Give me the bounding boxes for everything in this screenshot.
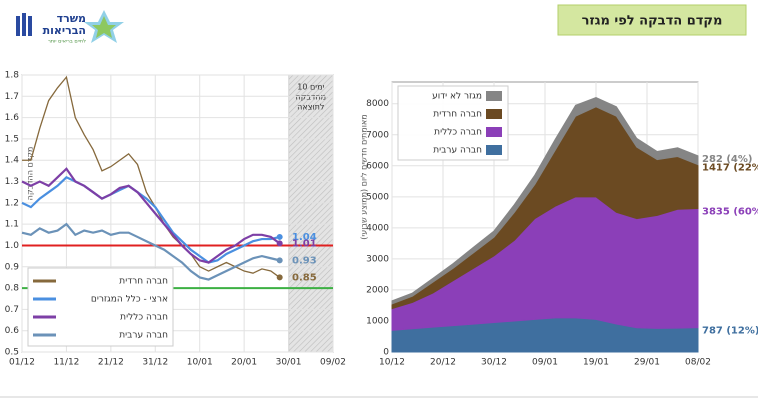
x-tick-label: 20/12 — [430, 358, 456, 368]
y-tick-label: 0.5 — [5, 348, 19, 358]
legend-label: חברה כללית — [120, 313, 168, 323]
x-tick-label: 29/01 — [634, 358, 660, 368]
end-point — [276, 257, 283, 264]
y-tick-label: 1.7 — [5, 92, 19, 102]
end-point — [276, 240, 283, 247]
y-tick-label: 7000 — [366, 130, 389, 140]
stacked-area — [391, 96, 699, 305]
data-label: 1417 (22%) — [702, 163, 758, 174]
legend-label: חברה כללית — [434, 128, 482, 138]
title-box — [557, 4, 747, 36]
y-tick-label: 4000 — [366, 223, 389, 233]
logo-tagline: לחיים בריאים יותר — [48, 39, 86, 45]
legend-swatch — [486, 145, 502, 155]
y-tick-label: 1.5 — [5, 134, 19, 144]
y-tick-label: 1.2 — [5, 198, 19, 208]
end-point — [276, 233, 283, 240]
y-tick-label: 5000 — [366, 192, 389, 202]
y-axis-label: מאומתים חדשים ליום (ממוצע שבועי) — [360, 114, 369, 239]
legend-label: ארצי - כלל המגזרים — [91, 295, 168, 305]
annotation: מהדבקה — [296, 93, 327, 102]
y-tick-label: 0.9 — [5, 262, 20, 272]
x-tick-label: 10/12 — [379, 358, 405, 368]
data-label: 0.93 — [292, 255, 317, 266]
end-point — [276, 274, 283, 281]
logo-bar — [16, 16, 20, 36]
x-tick-label: 30/01 — [276, 358, 302, 368]
y-tick-label: 2000 — [366, 285, 389, 295]
legend-swatch — [486, 109, 502, 119]
x-tick-label: 21/12 — [98, 358, 124, 368]
data-label: 787 (12%) — [702, 326, 758, 337]
y-tick-label: 1.3 — [5, 177, 19, 187]
shaded-range — [288, 74, 334, 353]
y-tick-label: 0.7 — [5, 305, 19, 315]
data-label: 0.85 — [292, 272, 317, 283]
legend-label: חברה ערבית — [119, 331, 168, 341]
logo-bar — [28, 16, 32, 36]
x-tick-label: 30/12 — [481, 358, 507, 368]
x-tick-label: 09/02 — [320, 358, 346, 368]
x-tick-label: 01/12 — [9, 358, 35, 368]
series-line — [21, 222, 280, 281]
x-tick-label: 20/01 — [231, 358, 257, 368]
data-label: 3835 (60%) — [702, 207, 758, 218]
data-label: 1.01 — [292, 238, 317, 249]
data-label: 1.04 — [292, 232, 317, 243]
annotation: 10 ימים — [297, 83, 324, 92]
y-axis-label: מקדם ההדבקה — [26, 147, 35, 201]
logo: משרד הבריאות לחיים בריאים יותר — [16, 10, 124, 45]
legend-label: חברה חרדית — [119, 277, 168, 287]
y-tick-label: 8000 — [366, 99, 389, 109]
x-tick-label: 10/01 — [187, 358, 213, 368]
legend-swatch — [486, 127, 502, 137]
data-label: 282 (4%) — [702, 154, 752, 165]
logo-bar — [22, 13, 26, 36]
series-line — [21, 175, 280, 264]
logo-text: משרד — [57, 12, 86, 25]
legend-label: חברה חרדית — [433, 110, 482, 120]
y-tick-label: 1.0 — [5, 241, 20, 251]
x-tick-label: 31/12 — [142, 358, 168, 368]
legend-label: חברה ערבית — [433, 146, 482, 156]
y-tick-label: 0.8 — [5, 284, 20, 294]
y-tick-label: 6000 — [366, 161, 389, 171]
series-line — [22, 75, 281, 278]
y-tick-label: 0.6 — [5, 326, 20, 336]
x-tick-label: 08/02 — [685, 358, 711, 368]
logo-star — [92, 16, 116, 38]
series-line — [21, 167, 281, 264]
logo-text: הבריאות — [43, 24, 86, 37]
x-tick-label: 11/12 — [53, 358, 79, 368]
y-tick-label: 1.6 — [5, 113, 20, 123]
y-tick-label: 1000 — [366, 316, 389, 326]
y-tick-label: 0 — [383, 348, 389, 358]
legend-label: מגזר לא ידוע — [432, 92, 482, 102]
x-tick-label: 09/01 — [532, 358, 558, 368]
annotation: לתוצאה — [297, 103, 324, 112]
y-tick-label: 1.1 — [5, 220, 19, 230]
y-tick-label: 1.8 — [5, 71, 20, 81]
x-tick-label: 19/01 — [583, 358, 609, 368]
y-tick-label: 1.4 — [5, 156, 20, 166]
legend-swatch — [486, 91, 502, 101]
y-tick-label: 3000 — [366, 254, 389, 264]
slide-title: מקדם הדבקה לפי מגזר — [582, 14, 723, 29]
